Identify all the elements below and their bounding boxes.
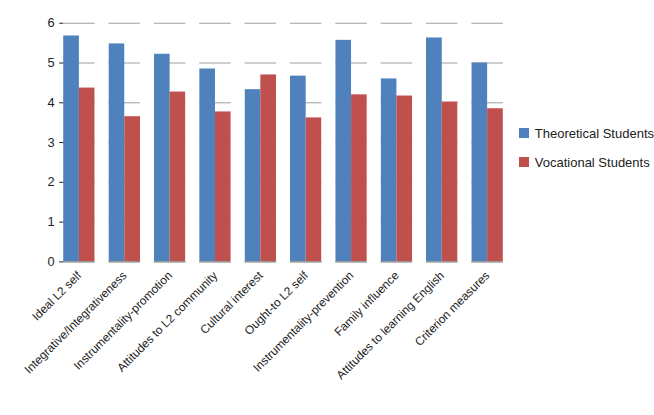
svg-text:Attitudes to learning English: Attitudes to learning English	[333, 268, 448, 383]
svg-text:Criterion measures: Criterion measures	[412, 269, 493, 350]
svg-text:1: 1	[48, 215, 55, 230]
svg-text:Attitudes to L2 community: Attitudes to L2 community	[114, 268, 221, 375]
html-text:Theoretical Students: Theoretical Students	[534, 125, 654, 141]
html-text:Vocational Students: Vocational Students	[534, 154, 650, 170]
svg-text:4: 4	[48, 95, 55, 110]
svg-text:5: 5	[48, 55, 55, 70]
svg-text:Instrumentality-promotion: Instrumentality-promotion	[70, 268, 175, 374]
svg-text:Instrumentality-prevention: Instrumentality-prevention	[250, 268, 357, 375]
svg-text:Family influence: Family influence	[331, 268, 402, 340]
svg-text:Ought-to L2 self: Ought-to L2 self	[241, 268, 311, 339]
svg-text:0: 0	[48, 254, 55, 269]
svg-text:6: 6	[48, 16, 55, 31]
svg-text:Integrative/Integrativeness: Integrative/Integrativeness	[21, 268, 130, 377]
svg-text:Ideal L2 self: Ideal L2 self	[29, 268, 85, 324]
svg-text:Cultural interest: Cultural interest	[197, 268, 266, 338]
svg-text:2: 2	[48, 175, 55, 190]
svg-text:3: 3	[48, 135, 55, 150]
